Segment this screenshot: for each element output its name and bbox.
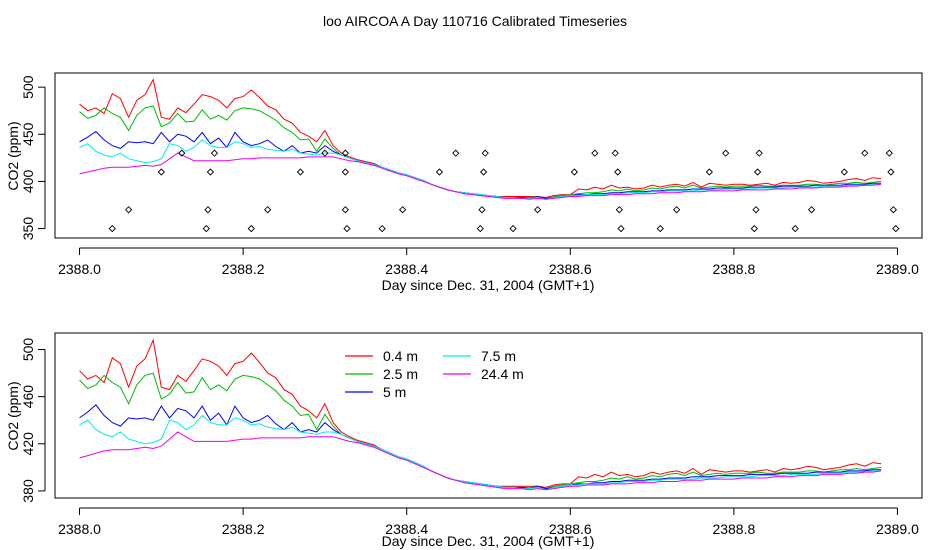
x-tick-label: 2388.2 [222, 521, 265, 537]
plot-frame-bottom [54, 332, 923, 499]
flag-marker [791, 224, 799, 233]
flag-marker [509, 224, 517, 233]
flag-marker [435, 168, 444, 176]
flag-marker [247, 224, 255, 233]
y-tick-label: 350 [20, 217, 36, 241]
flag-marker [591, 149, 599, 157]
flag-marker [750, 224, 758, 233]
x-tick-label: 2388.8 [712, 261, 755, 277]
x-tick-label: 2388.8 [712, 521, 755, 537]
series-line-7-5-m-bottom [79, 414, 882, 491]
x-axis-label-bottom: Day since Dec. 31, 2004 (GMT+1) [382, 533, 595, 549]
flag-marker [204, 206, 212, 214]
flag-marker [672, 206, 681, 214]
y-tick-label: 460 [20, 385, 36, 409]
flag-marker [611, 149, 619, 157]
flag-marker [533, 206, 542, 214]
flag-marker [807, 206, 816, 214]
series-line-0-4-m-top [79, 78, 882, 199]
y-axis-label-bottom: CO2 (ppm) [5, 381, 21, 450]
flag-markers-top [108, 149, 900, 233]
legend: 0.4 m 2.5 m 5 m 7.5 m 24.4 m [345, 348, 524, 400]
flag-marker [722, 149, 730, 157]
flag-marker [753, 168, 762, 176]
series-line-7-5-m-top [79, 139, 882, 200]
plot-frame-top [54, 72, 923, 239]
flag-marker [615, 206, 624, 214]
flag-marker [705, 168, 713, 176]
series-line-24-4-m-top [79, 152, 882, 200]
flag-marker [296, 168, 305, 176]
x-tick-label: 2389.0 [876, 521, 919, 537]
flag-marker [157, 168, 165, 176]
flag-marker [861, 149, 869, 157]
flag-marker [124, 206, 133, 214]
flag-marker [481, 149, 489, 157]
flag-marker [202, 224, 210, 233]
flag-marker [887, 168, 895, 176]
chart-panel-top: 2388.0 2388.2 2388.4 2388.6 2388.8 2389.0 350… [5, 72, 923, 293]
series-line-24-4-m-bottom [79, 431, 882, 491]
flag-marker [178, 149, 186, 157]
figure-title: loo AIRCOA A Day 110716 Calibrated Times… [323, 13, 627, 29]
y-tick-label: 450 [20, 122, 36, 146]
flag-marker [378, 224, 386, 233]
x-tick-label: 2388.6 [549, 521, 592, 537]
series-line-2-5-m-bottom [79, 372, 882, 490]
flag-marker [892, 224, 900, 233]
series-lines-top [79, 78, 882, 200]
x-tick-label: 2388.4 [385, 261, 428, 277]
flag-marker [656, 224, 664, 233]
x-tick-label: 2389.0 [876, 261, 919, 277]
x-tick-label: 2388.2 [222, 261, 265, 277]
y-tick-label: 400 [20, 170, 36, 194]
x-axis-label-top: Day since Dec. 31, 2004 (GMT+1) [382, 277, 595, 293]
flag-marker [108, 224, 116, 233]
y-axis-bottom: 380 420 460 500 [20, 338, 46, 503]
flag-marker [206, 168, 215, 176]
x-tick-label: 2388.0 [58, 521, 101, 537]
flag-marker [476, 224, 484, 233]
legend-label: 5 m [383, 384, 406, 400]
flag-marker [452, 149, 460, 157]
chart-panel-bottom: 2388.0 2388.2 2388.4 2388.6 2388.8 2389.0 380… [5, 332, 923, 549]
series-lines-bottom [79, 338, 882, 491]
x-axis-top: 2388.0 2388.2 2388.4 2388.6 2388.8 2389.0 [58, 247, 919, 277]
legend-label: 0.4 m [383, 348, 418, 364]
flag-marker [398, 206, 407, 214]
x-axis-bottom: 2388.0 2388.2 2388.4 2388.6 2388.8 2389.0 [58, 507, 919, 537]
flag-marker [889, 206, 898, 214]
y-tick-label: 420 [20, 432, 36, 456]
flag-marker [752, 206, 760, 214]
x-tick-label: 2388.0 [58, 261, 101, 277]
flag-marker [264, 206, 272, 214]
flag-marker [343, 224, 351, 233]
y-tick-label: 500 [20, 338, 36, 362]
flag-marker [341, 149, 349, 157]
flag-marker [479, 168, 488, 176]
flag-marker [321, 149, 329, 157]
y-tick-label: 380 [20, 479, 36, 503]
y-axis-label-top: CO2 (ppm) [5, 121, 21, 190]
y-axis-top: 350 400 450 500 [20, 75, 46, 241]
flag-marker [755, 149, 763, 157]
flag-marker [210, 149, 219, 157]
flag-marker [341, 206, 349, 214]
flag-marker [570, 168, 579, 176]
flag-marker [617, 224, 625, 233]
flag-marker [478, 206, 486, 214]
flag-marker [341, 168, 349, 176]
x-tick-label: 2388.4 [385, 521, 428, 537]
flag-marker [840, 168, 848, 176]
flag-marker [614, 168, 622, 176]
x-tick-label: 2388.6 [549, 261, 592, 277]
y-tick-label: 500 [20, 75, 36, 99]
flag-marker [885, 149, 893, 157]
legend-label: 24.4 m [481, 366, 524, 382]
legend-label: 2.5 m [383, 366, 418, 382]
legend-label: 7.5 m [481, 348, 516, 364]
